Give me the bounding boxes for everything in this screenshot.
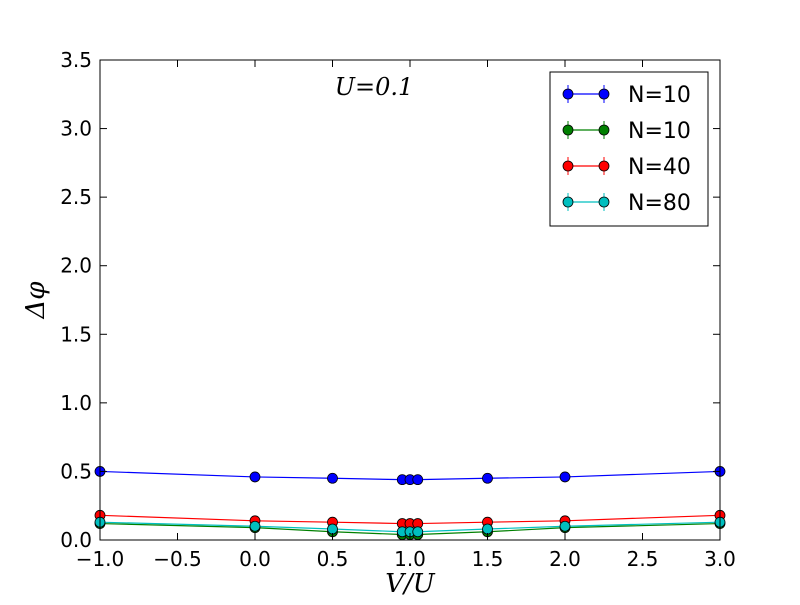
x-tick-label: 2.0: [549, 547, 581, 571]
y-tick-label: 3.0: [60, 117, 92, 141]
x-tick-label: 1.5: [472, 547, 504, 571]
legend-box: [549, 71, 709, 227]
y-tick-label: 3.5: [60, 48, 92, 72]
legend: N=10 N=10 N=40 N=80: [549, 71, 709, 227]
legend-item: N=40: [562, 155, 691, 180]
x-tick-label: 0.0: [239, 547, 271, 571]
legend-marker: [598, 160, 610, 172]
data-point: [327, 523, 338, 535]
marks-layer: [94, 466, 726, 540]
data-point: [412, 526, 424, 538]
data-point: [249, 520, 261, 532]
data-point: [482, 472, 493, 484]
annotation-label: U=0.1: [335, 73, 414, 101]
legend-item: N=10: [562, 119, 691, 144]
data-point: [412, 474, 424, 486]
data-point: [559, 520, 571, 532]
legend-marker: [562, 196, 574, 208]
x-tick-label: 0.5: [317, 547, 349, 571]
y-tick-label: 2.5: [60, 185, 92, 209]
legend-item: N=10: [562, 83, 691, 108]
legend-marker: [562, 160, 574, 172]
legend-label: N=10: [628, 83, 691, 108]
data-point: [249, 471, 261, 483]
data-point: [482, 523, 493, 535]
y-tick-label: 1.0: [60, 391, 92, 415]
legend-marker: [598, 88, 610, 100]
x-tick-label: −0.5: [153, 547, 202, 571]
data-point: [559, 471, 571, 483]
y-tick-label: 0.5: [60, 459, 92, 483]
legend-item: N=80: [562, 191, 691, 216]
data-point: [327, 472, 338, 484]
x-tick-label: −1.0: [76, 547, 125, 571]
y-tick-label: 2.0: [60, 254, 92, 278]
x-axis-label: V/U: [385, 569, 436, 599]
ticks-layer: −1.0 −0.5 0.0 0.5 1.0 1.5 2.0 2.5 3.0 0.0 0.5 1.0 1.…: [60, 48, 736, 571]
y-tick-label: 0.0: [60, 528, 92, 552]
legend-label: N=80: [628, 191, 691, 216]
x-tick-label: 1.0: [394, 547, 426, 571]
series-1: [94, 466, 726, 486]
x-tick-label: 2.5: [627, 547, 659, 571]
y-tick-label: 1.5: [60, 322, 92, 346]
legend-label: N=10: [628, 119, 691, 144]
legend-marker: [598, 196, 610, 208]
y-axis-label: Δφ: [21, 281, 51, 320]
x-tick-label: 3.0: [704, 547, 736, 571]
legend-marker: [562, 88, 574, 100]
legend-marker: [562, 124, 574, 136]
legend-marker: [598, 124, 610, 136]
legend-label: N=40: [628, 155, 691, 180]
